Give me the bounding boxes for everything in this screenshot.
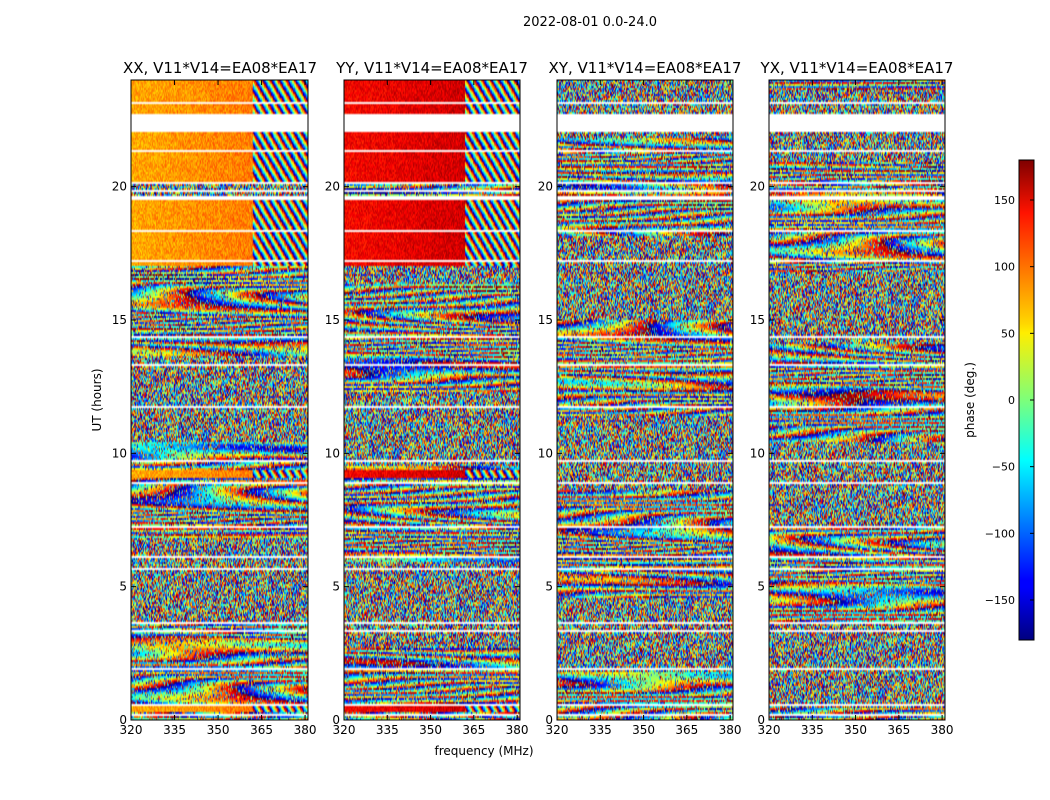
colorbar-tick-label: 0: [1008, 394, 1015, 407]
y-tick-label: 10: [325, 446, 340, 460]
x-tick-label: 380: [719, 723, 742, 737]
axes-frame: [768, 79, 946, 721]
y-tick-label: 15: [112, 313, 127, 327]
y-tick-label: 15: [750, 313, 765, 327]
y-tick-label: 10: [538, 446, 553, 460]
phase-heatmap: [557, 80, 733, 720]
x-tick-label: 350: [844, 723, 867, 737]
x-tick-label: 380: [506, 723, 529, 737]
x-tick-label: 320: [546, 723, 569, 737]
panel-title: YX, V11*V14=EA08*EA17: [760, 59, 954, 77]
y-tick-label: 0: [119, 713, 127, 727]
y-tick-label: 20: [750, 180, 765, 194]
y-tick-label: 5: [757, 580, 765, 594]
y-tick-label: 0: [332, 713, 340, 727]
y-tick-label: 10: [112, 446, 127, 460]
colorbar-tick-label: −50: [992, 461, 1015, 474]
y-tick-label: 5: [332, 580, 340, 594]
x-tick-label: 365: [887, 723, 910, 737]
x-ticks: 320 335 350 365 380: [120, 80, 317, 737]
y-ticks: 0 5 10 15 20: [538, 180, 733, 727]
y-tick-label: 15: [325, 313, 340, 327]
x-tick-label: 335: [376, 723, 399, 737]
y-tick-label: 20: [112, 180, 127, 194]
y-ticks: 0 5 10 15 20: [750, 180, 945, 727]
x-tick-label: 320: [333, 723, 356, 737]
panel-title: XX, V11*V14=EA08*EA17: [123, 59, 317, 77]
colorbar-label: phase (deg.): [963, 362, 977, 438]
axes-frame: [556, 79, 734, 721]
y-tick-label: 15: [538, 313, 553, 327]
y-ticks: 0 5 10 15 20: [112, 180, 308, 727]
x-ticks: 320 335 350 365 380: [333, 80, 529, 737]
colorbar-tick-label: 100: [994, 261, 1015, 274]
x-axis-label: frequency (MHz): [434, 744, 533, 758]
panel-xy: XY, V11*V14=EA08*EA17 320 335 350 365 380 0 5…: [538, 59, 742, 737]
y-tick-label: 20: [538, 180, 553, 194]
x-tick-label: 350: [419, 723, 442, 737]
colorbar-tick-label: 150: [994, 194, 1015, 207]
colorbar-tick-label: −150: [985, 594, 1015, 607]
y-tick-label: 20: [325, 180, 340, 194]
y-ticks: 0 5 10 15 20: [325, 180, 520, 727]
x-ticks: 320 335 350 365 380: [758, 80, 954, 737]
panel-xx: XX, V11*V14=EA08*EA17 320 335 350 365 380 0 5…: [112, 59, 317, 737]
axes-frame: [130, 79, 309, 721]
x-tick-label: 365: [462, 723, 485, 737]
axes-frame: [343, 79, 521, 721]
x-tick-label: 350: [207, 723, 230, 737]
x-tick-label: 350: [632, 723, 655, 737]
x-tick-label: 320: [120, 723, 143, 737]
x-tick-label: 365: [675, 723, 698, 737]
y-axis-label: UT (hours): [90, 368, 104, 431]
colorbar-ticks: −150 −100 −50 0 50 100 150: [985, 194, 1034, 607]
x-tick-label: 320: [758, 723, 781, 737]
x-tick-label: 380: [931, 723, 954, 737]
x-ticks: 320 335 350 365 380: [546, 80, 742, 737]
x-tick-label: 335: [589, 723, 612, 737]
figure-suptitle: 2022-08-01 0.0-24.0: [523, 15, 657, 30]
colorbar-tick-label: −100: [985, 527, 1015, 540]
y-tick-label: 0: [545, 713, 553, 727]
panel-title: XY, V11*V14=EA08*EA17: [549, 59, 742, 77]
panel-yx: YX, V11*V14=EA08*EA17 320 335 350 365 380 0 5…: [750, 59, 954, 737]
x-tick-label: 335: [163, 723, 186, 737]
y-tick-label: 0: [757, 713, 765, 727]
x-tick-label: 365: [250, 723, 273, 737]
colorbar-tick-label: 50: [1001, 327, 1015, 340]
panel-title: YY, V11*V14=EA08*EA17: [335, 59, 528, 77]
panel-yy: YY, V11*V14=EA08*EA17 320 335 350 365 380 0 5…: [325, 59, 529, 737]
y-tick-label: 10: [750, 446, 765, 460]
phase-heatmap: [131, 80, 308, 720]
y-tick-label: 5: [545, 580, 553, 594]
phase-heatmap: [769, 80, 945, 720]
phase-heatmap: [344, 80, 520, 720]
x-tick-label: 380: [294, 723, 317, 737]
y-tick-label: 5: [119, 580, 127, 594]
x-tick-label: 335: [801, 723, 824, 737]
colorbar: −150 −100 −50 0 50 100 150 phase (deg.): [963, 159, 1035, 641]
